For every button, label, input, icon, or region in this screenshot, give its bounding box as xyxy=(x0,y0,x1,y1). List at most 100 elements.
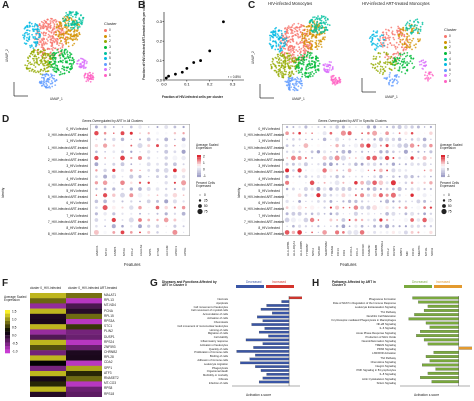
umap-c-left-cell-point xyxy=(294,28,297,31)
umap-c-left-cell-point xyxy=(277,38,280,40)
panel-e-row-label: 3_HIV-infected xyxy=(258,164,280,169)
umap-c-right-cell-point xyxy=(404,24,407,27)
umap-a-cell-point xyxy=(70,19,73,21)
panel-g-category-label: Cell movement of leukocytes xyxy=(193,305,228,309)
umap-c-right-cell-point xyxy=(422,59,425,62)
umap-c-left-cell-point xyxy=(290,31,293,33)
panel-e-dot xyxy=(316,187,321,191)
umap-c-right-cell-point xyxy=(389,80,391,82)
panel-d-dot xyxy=(164,156,168,160)
panel-d-dot xyxy=(147,212,150,215)
panel-d-dot xyxy=(95,224,98,228)
umap-c-left-cell-point xyxy=(304,76,307,78)
umap-c-left-cell-point xyxy=(275,66,278,69)
umap-c-left-cell-point xyxy=(313,65,315,68)
umap-c-right-cell-point xyxy=(368,37,371,40)
umap-c-right-cell-point xyxy=(401,53,404,56)
umap-c-left-cell-point xyxy=(280,42,282,45)
umap-c-left-cell-point xyxy=(274,27,276,30)
umap-c-right-cell-point xyxy=(379,70,382,72)
panel-a-legend-label: 2 xyxy=(109,39,111,44)
umap-c-right-cell-point xyxy=(384,66,387,68)
umap-c-left-cell-point xyxy=(272,36,275,39)
panel-c-legend-swatch xyxy=(444,57,447,61)
panel-e-gene-label: CCL2 xyxy=(386,248,391,256)
panel-e-dot xyxy=(336,132,338,134)
panel-d-dot xyxy=(156,162,159,166)
panel-e-dot xyxy=(348,162,352,166)
panel-e-dot xyxy=(329,218,333,222)
panel-c-legend-label: 5 xyxy=(449,62,451,67)
panel-h-bar xyxy=(458,346,472,350)
panel-d-pct-tick: 50 xyxy=(204,204,208,208)
umap-c-left-cell-point xyxy=(316,21,319,23)
umap-c-right-cell-point xyxy=(428,72,431,75)
umap-a-cell-point xyxy=(60,40,62,42)
panel-e-dot xyxy=(291,230,296,235)
umap-a-cell-point xyxy=(68,51,71,54)
panel-d-dot xyxy=(164,162,168,166)
umap-c-left-cell-point xyxy=(290,74,292,76)
umap-a-cell-point xyxy=(37,48,40,51)
panel-e-dot xyxy=(411,206,413,209)
panel-e-dot xyxy=(423,181,426,184)
panel-e-dot xyxy=(342,175,345,178)
panel-e-dot xyxy=(329,199,333,203)
panel-f-gene-label: MT-CO3 xyxy=(104,381,117,386)
panel-e-dot xyxy=(329,212,333,216)
panel-e-dot xyxy=(291,187,295,191)
panel-d-dot xyxy=(182,200,185,203)
panel-d-dot xyxy=(173,125,177,129)
panel-e-pct-tick: 0 xyxy=(448,193,450,197)
umap-a-cell-point xyxy=(64,15,67,17)
panel-d-dot xyxy=(104,225,106,228)
umap-c-left-cell-point xyxy=(308,62,311,64)
panel-e-dot xyxy=(354,175,357,178)
umap-c-right-cell-point xyxy=(411,28,413,31)
umap-c-right-cell-point xyxy=(400,35,403,37)
umap-a-cell-point xyxy=(47,24,50,27)
umap-c-right-cell-point xyxy=(402,29,404,31)
umap-a-cell-point xyxy=(64,48,66,51)
panel-e-dot xyxy=(379,174,383,179)
panel-e-dot xyxy=(417,156,420,160)
umap-c-left-cell-point xyxy=(283,47,285,50)
panel-d-dot xyxy=(129,187,133,191)
umap-c-left-cell-point xyxy=(289,67,292,70)
umap-a-cell-point xyxy=(46,48,49,51)
umap-a-cell-point xyxy=(31,53,34,56)
panel-d-dot xyxy=(121,206,124,209)
panel-f-gene-label: RPL28 xyxy=(104,355,114,360)
umap-a-cell-point xyxy=(45,72,48,75)
panel-d-pct-dot xyxy=(197,208,203,215)
umap-a-cell-point xyxy=(56,43,58,45)
umap-c-left-cell-point xyxy=(286,26,289,29)
umap-c-left-cell-point xyxy=(294,56,297,59)
umap-c-left-cell-point xyxy=(295,81,298,83)
panel-e-dot xyxy=(366,143,371,148)
panel-f-heat-cell xyxy=(30,334,66,340)
panel-d-dotplot xyxy=(90,124,190,236)
umap-a-cell-point xyxy=(73,61,75,63)
panel-d-ylabel: Identity xyxy=(1,187,5,198)
panel-b-data-point xyxy=(167,74,170,78)
umap-c-right-cell-point xyxy=(393,33,396,36)
umap-c-right-cell-point xyxy=(393,57,395,59)
umap-c-left-cell-point xyxy=(318,41,321,43)
panel-f-legend-step xyxy=(5,320,10,325)
panel-g-bar xyxy=(251,323,290,326)
umap-c-left-cell-point xyxy=(310,40,312,42)
umap-c-left-cell-point xyxy=(288,60,291,63)
umap-c-right-cell-point xyxy=(411,48,413,51)
umap-a-cell-point xyxy=(80,64,83,67)
umap-a-cell-point xyxy=(24,64,27,67)
panel-d-dot xyxy=(164,193,168,197)
umap-a-cell-point xyxy=(42,49,45,52)
panel-e-dot xyxy=(404,212,408,216)
panel-e-gene-label: CCL3 xyxy=(354,248,359,256)
umap-c-left-cell-point xyxy=(269,37,272,39)
panel-e-dot xyxy=(329,168,333,173)
panel-e-dot xyxy=(329,181,333,184)
panel-e-dot xyxy=(417,150,420,153)
umap-c-left-cell-point xyxy=(303,32,306,35)
